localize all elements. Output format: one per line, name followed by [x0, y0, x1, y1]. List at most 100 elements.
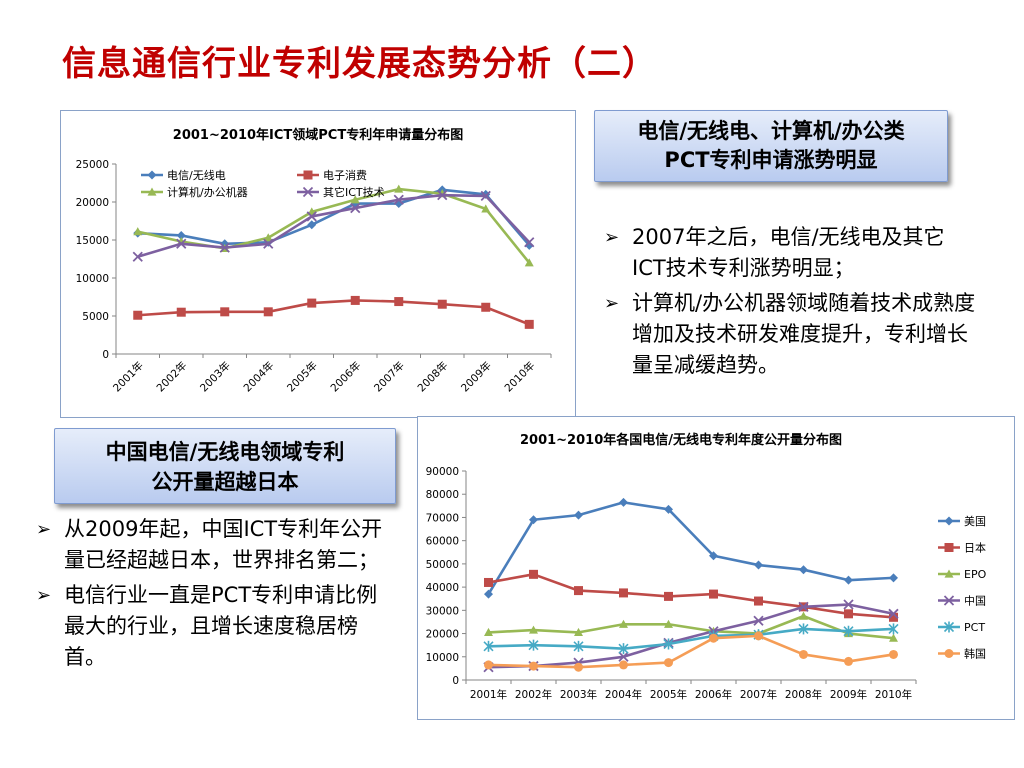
chart2-legend-marker	[944, 543, 954, 552]
chart2-point	[529, 661, 538, 671]
chart1-legend-label: 电子消费	[323, 168, 367, 182]
chart2-point-shape	[799, 611, 808, 620]
chart1-point	[263, 307, 273, 317]
telecom-country-chart: 2001~2010年各国电信/无线电专利年度公开量分布图 0 10000 20000 3…	[417, 416, 1015, 720]
chart1-y-tick-label: 15000	[76, 235, 109, 247]
chart1-point	[394, 297, 404, 307]
chart1-point-stroke-b	[132, 251, 143, 262]
chart2-point	[799, 611, 808, 620]
chart2-point-shape	[664, 658, 673, 668]
chart1-x-tick-label: 2010年	[502, 359, 538, 395]
chart1-point	[437, 299, 447, 309]
chart2-y-tick-label: 50000	[426, 559, 459, 571]
chart2-point-shape	[709, 633, 718, 643]
chart2-point	[574, 586, 583, 596]
chart2-point-shape	[484, 660, 493, 670]
chart2-point	[889, 573, 898, 583]
bullet-item: ➢ 2007年之后，电信/无线电及其它ICT技术专利涨势明显；	[604, 222, 976, 284]
chart1-point	[481, 302, 491, 312]
chart1-series-line-0	[137, 188, 531, 247]
chart1-point-shape	[263, 233, 273, 242]
chart1-legend-marker	[303, 170, 313, 180]
chart2-point	[844, 575, 853, 585]
chart2-point	[798, 601, 809, 612]
chart2-point-stroke-b	[888, 608, 899, 619]
chart2-point-shape	[529, 569, 538, 579]
chart2-y-tick-label: 60000	[426, 536, 459, 548]
chart1-point-stroke-b	[306, 211, 317, 222]
chart1-x-tick-label: 2008年	[415, 359, 451, 395]
callout-top: 电信/无线电、计算机/办公类 PCT专利申请涨势明显	[594, 110, 948, 182]
chart1-point-shape	[133, 310, 143, 320]
chart2-x-tick-label: 2008年	[785, 688, 822, 701]
chart1-point	[133, 227, 143, 236]
chart1-legend-marker-shape	[147, 170, 157, 180]
chart2-point-shape	[484, 577, 493, 587]
chart1-point-stroke-b	[350, 202, 361, 214]
chart1-legend-label: 电信/无线电	[167, 168, 226, 182]
chart1-legend-marker-shape	[303, 170, 313, 180]
chart2-point	[619, 497, 628, 507]
chart2-x-tick-label: 2004年	[605, 688, 642, 701]
chart2-x-tick-label: 2005年	[650, 688, 687, 701]
chart2-legend-marker	[944, 569, 954, 578]
bullet-item: ➢ 从2009年起，中国ICT专利年公开量已经超越日本，世界排名第二；	[36, 514, 398, 576]
chart2-point	[889, 612, 898, 622]
chart1-point-shape	[176, 307, 186, 317]
chart2-legend-marker	[943, 595, 955, 606]
chart1-y-tick-label: 0	[102, 349, 109, 361]
chart2-x-tick-label: 2009年	[830, 688, 867, 701]
chart1-x-tick-label: 2002年	[154, 359, 190, 395]
chart2-point-shape	[844, 656, 853, 666]
arrow-bullet-icon: ➢	[36, 585, 52, 606]
chart1-legend-marker	[147, 170, 157, 180]
chart2-point-shape	[754, 560, 763, 570]
chart1-point-shape	[307, 298, 317, 308]
chart2-y-tick-label: 40000	[426, 582, 459, 594]
chart1-point	[176, 238, 187, 249]
bullet-text: 2007年之后，电信/无线电及其它ICT技术专利涨势明显；	[632, 225, 945, 280]
chart2-point-shape	[574, 627, 583, 636]
chart2-point-stroke-b	[843, 599, 854, 610]
chart2-point-shape	[709, 589, 718, 599]
chart2-point	[843, 599, 854, 610]
chart2-y-tick-label: 80000	[426, 489, 459, 501]
chart2-legend-marker-shape	[944, 569, 954, 578]
chart2-x-tick-label: 2002年	[515, 688, 552, 701]
chart2-point	[618, 643, 629, 655]
chart1-y-tick-label: 20000	[76, 197, 109, 209]
chart2-point-shape	[889, 633, 898, 642]
bullet-text: 从2009年起，中国ICT专利年公开量已经超越日本，世界排名第二；	[64, 517, 383, 572]
chart2-legend-marker-stroke-b	[943, 595, 955, 606]
chart1-legend-label: 其它ICT技术	[323, 185, 385, 199]
chart2-point-shape	[574, 662, 583, 672]
bullet-list-top: ➢ 2007年之后，电信/无线电及其它ICT技术专利涨势明显； ➢ 计算机/办公机器…	[604, 222, 976, 385]
chart2-point	[889, 649, 898, 659]
arrow-bullet-icon: ➢	[604, 227, 620, 248]
chart2-point	[574, 662, 583, 672]
chart1-point	[307, 220, 317, 230]
bullet-text: 计算机/办公机器领域随着技术成熟度增加及技术研发难度提升，专利增长量呈减缓趋势。	[632, 291, 976, 377]
chart2-point-shape	[619, 497, 628, 507]
chart2-y-tick-label: 10000	[426, 652, 459, 664]
chart2-point-shape	[529, 625, 538, 634]
chart2-legend-marker	[944, 516, 954, 526]
chart2-legend-label: 韩国	[964, 647, 986, 661]
chart1-point-shape	[524, 319, 534, 329]
chart1-point	[263, 233, 273, 242]
bullet-list-bottom: ➢ 从2009年起，中国ICT专利年公开量已经超越日本，世界排名第二； ➢ 电信行业…	[36, 514, 398, 677]
chart2-series-line-0	[487, 501, 894, 595]
chart2-point	[888, 623, 899, 635]
chart2-point	[529, 515, 538, 525]
chart2-point	[844, 656, 853, 666]
chart1-point	[350, 202, 361, 214]
chart1-point	[350, 195, 360, 204]
chart2-legend-marker-shape	[944, 543, 954, 552]
bullet-item: ➢ 电信行业一直是PCT专利申请比例最大的行业，且增长速度稳居榜首。	[36, 580, 398, 673]
chart1-series-line-3	[137, 193, 531, 258]
slide-title: 信息通信行业专利发展态势分析（二）	[62, 44, 657, 84]
chart1-point-shape	[350, 295, 360, 305]
chart1-x-tick-label: 2004年	[241, 359, 277, 395]
chart1-point-shape	[394, 184, 404, 193]
chart1-point	[524, 319, 534, 329]
